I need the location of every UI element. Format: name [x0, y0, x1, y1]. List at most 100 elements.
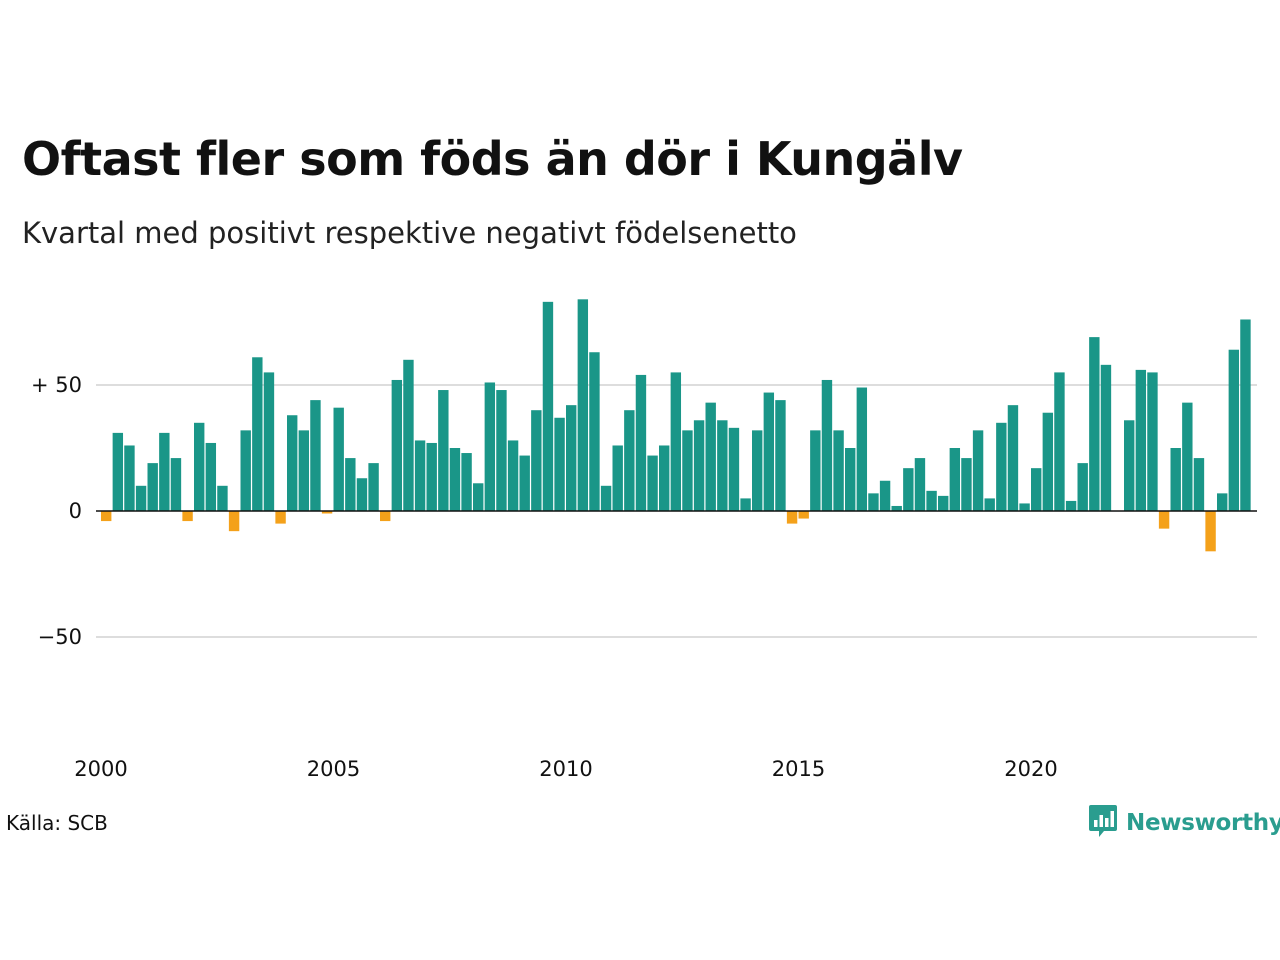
bar-chart-speech-bubble-icon: [1088, 804, 1118, 842]
bar: [996, 422, 1007, 511]
bar: [577, 299, 589, 511]
bar: [449, 448, 461, 511]
bar: [484, 382, 496, 511]
bar: [612, 445, 623, 511]
bar: [868, 493, 879, 511]
bar: [914, 458, 926, 511]
bar: [1135, 369, 1147, 511]
bar: [391, 379, 403, 511]
bar: [321, 511, 333, 514]
bar: [972, 430, 984, 511]
bar: [624, 410, 635, 511]
bar: [1124, 420, 1135, 511]
bar: [380, 511, 391, 522]
bar: [1100, 364, 1112, 511]
bar: [275, 511, 286, 524]
bar: [926, 490, 937, 511]
bar: [600, 485, 612, 511]
bar: [310, 400, 321, 511]
bar: [1089, 337, 1100, 511]
bar: [1077, 463, 1088, 511]
x-tick-label: 2010: [539, 757, 592, 781]
bar: [845, 448, 856, 511]
bar: [473, 483, 484, 511]
x-tick-label: 2015: [772, 757, 825, 781]
bar: [531, 410, 542, 511]
bar: [263, 372, 275, 511]
x-tick-label: 2020: [1004, 757, 1057, 781]
bar: [240, 430, 251, 511]
bar: [670, 372, 682, 511]
bar: [228, 511, 240, 532]
bar: [589, 352, 600, 511]
bar: [1065, 500, 1077, 511]
bar: [833, 430, 844, 511]
bar: [426, 442, 437, 511]
bar: [879, 480, 891, 511]
bar: [1054, 372, 1065, 511]
bar: [763, 392, 775, 511]
bar: [938, 495, 949, 511]
bar: [961, 458, 972, 511]
bar: [101, 511, 112, 522]
bar: [1182, 402, 1193, 511]
source-note: Källa: SCB: [6, 811, 108, 835]
bar: [205, 442, 217, 511]
y-axis-tick-labels: + 50 0 −50: [31, 373, 82, 649]
bar: [403, 359, 414, 511]
bar: [507, 440, 519, 511]
bar: [554, 417, 565, 511]
bar: [752, 430, 763, 511]
bar: [519, 455, 530, 511]
brand-logo[interactable]: Newsworthy: [1088, 804, 1280, 842]
bar: [1205, 511, 1216, 552]
bar: [798, 511, 809, 519]
bar: [252, 357, 263, 511]
bar: [1007, 405, 1019, 511]
bar: [1217, 493, 1228, 511]
y-tick-label: 0: [69, 499, 82, 523]
bar: [903, 468, 914, 511]
bar: [1228, 349, 1240, 511]
y-tick-label: + 50: [31, 373, 82, 397]
bar: [298, 430, 310, 511]
brand-name: Newsworthy: [1126, 810, 1280, 836]
bar: [345, 458, 356, 511]
bar: [693, 420, 705, 511]
chart-title: Oftast fler som föds än dör i Kungälv: [22, 132, 963, 186]
bar: [705, 402, 716, 511]
bar: [647, 455, 658, 511]
x-tick-label: 2000: [74, 757, 127, 781]
bar: [194, 422, 205, 511]
bar: [810, 430, 821, 511]
bar: [414, 440, 426, 511]
chart-subtitle: Kvartal med positivt respektive negativt…: [22, 216, 797, 250]
bar: [1240, 319, 1251, 511]
bar: [786, 511, 798, 524]
bar: [333, 407, 344, 511]
bars: [101, 299, 1251, 552]
bar: [461, 453, 472, 511]
bar: [170, 458, 182, 511]
bar: [891, 505, 902, 511]
bar: [112, 432, 124, 511]
bar: [368, 463, 379, 511]
bar: [856, 387, 868, 511]
bar: [566, 405, 577, 511]
bar: [821, 379, 833, 511]
bar-chart: + 50 0 −50 2000 2005 2010 2015 2020: [31, 299, 1257, 781]
bar: [1147, 372, 1158, 511]
x-tick-label: 2005: [307, 757, 360, 781]
bar: [1193, 458, 1205, 511]
x-axis-tick-labels: 2000 2005 2010 2015 2020: [74, 757, 1057, 781]
bar: [682, 430, 693, 511]
bar: [438, 390, 449, 511]
bar: [147, 463, 158, 511]
bar: [984, 498, 995, 511]
bar: [659, 445, 670, 511]
bar: [1019, 503, 1030, 511]
bar: [542, 301, 554, 511]
bar: [217, 485, 228, 511]
bar: [124, 445, 135, 511]
bar: [740, 498, 751, 511]
